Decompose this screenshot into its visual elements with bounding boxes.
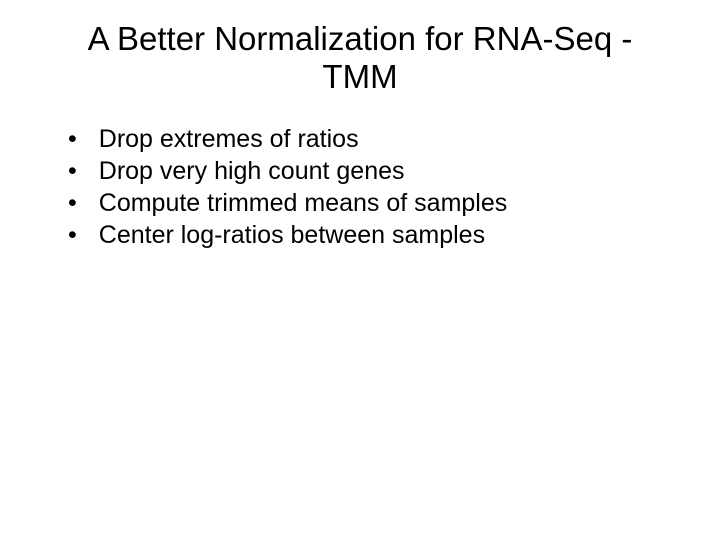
list-item: • Center log-ratios between samples — [68, 220, 670, 250]
bullet-marker-icon: • — [68, 156, 77, 186]
bullet-text: Compute trimmed means of samples — [99, 188, 670, 218]
bullet-marker-icon: • — [68, 124, 77, 154]
bullet-marker-icon: • — [68, 220, 77, 250]
bullet-text: Drop very high count genes — [99, 156, 670, 186]
bullet-text: Center log-ratios between samples — [99, 220, 670, 250]
slide-title: A Better Normalization for RNA-Seq - TMM — [50, 20, 670, 96]
list-item: • Compute trimmed means of samples — [68, 188, 670, 218]
bullet-marker-icon: • — [68, 188, 77, 218]
bullet-list: • Drop extremes of ratios • Drop very hi… — [50, 124, 670, 250]
list-item: • Drop very high count genes — [68, 156, 670, 186]
bullet-text: Drop extremes of ratios — [99, 124, 670, 154]
list-item: • Drop extremes of ratios — [68, 124, 670, 154]
slide-container: A Better Normalization for RNA-Seq - TMM… — [0, 0, 720, 540]
